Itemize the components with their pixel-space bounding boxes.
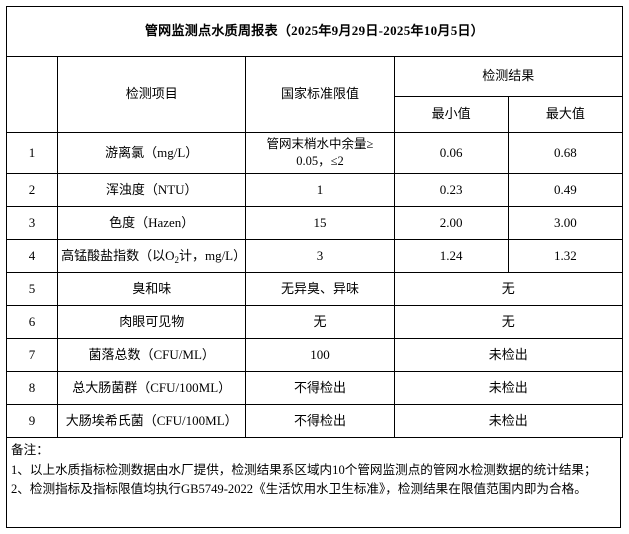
row-index: 9: [5, 404, 59, 438]
table-row: 2 浑浊度（NTU） 1 0.23 0.49: [5, 173, 624, 207]
row-standard-line2: 0.05，≤2: [296, 154, 344, 168]
row-index: 2: [5, 173, 59, 207]
row-standard: 无异臭、异味: [245, 272, 395, 306]
header-index: [5, 56, 59, 133]
row-standard: 不得检出: [245, 371, 395, 405]
row-item: 菌落总数（CFU/ML）: [57, 338, 247, 372]
header-row-primary: 检测项目 国家标准限值 检测结果: [5, 56, 624, 133]
table-row: 3 色度（Hazen） 15 2.00 3.00: [5, 206, 624, 240]
header-result-group: 检测结果: [393, 56, 624, 97]
row-result-min: 0.06: [393, 132, 509, 174]
row-standard: 3: [245, 239, 395, 273]
table-row: 7 菌落总数（CFU/ML） 100 未检出: [5, 338, 624, 372]
notes-section: 备注： 1、以上水质指标检测数据由水厂提供，检测结果系区域内10个管网监测点的管…: [6, 437, 621, 528]
row-standard-line1: 管网末梢水中余量≥: [266, 137, 374, 152]
header-result-min: 最小值: [393, 96, 509, 133]
row-result-max: 0.49: [507, 173, 624, 207]
row-standard: 不得检出: [245, 404, 395, 438]
row-result-min: 0.23: [393, 173, 509, 207]
row-item-prefix: 高锰酸盐指数（以O: [61, 247, 175, 263]
row-index: 7: [5, 338, 59, 372]
row-result-min: 1.24: [393, 239, 509, 273]
row-standard: 管网末梢水中余量≥ 0.05，≤2: [245, 132, 395, 174]
row-result-min: 2.00: [393, 206, 509, 240]
row-item-subscript: 2: [174, 254, 179, 265]
report-title: 管网监测点水质周报表（2025年9月29日-2025年10月5日）: [6, 6, 623, 57]
notes-heading: 备注：: [11, 443, 49, 457]
row-index: 5: [5, 272, 59, 306]
row-result-merged: 未检出: [393, 404, 624, 438]
row-standard: 100: [245, 338, 395, 372]
table-row: 6 肉眼可见物 无 无: [5, 305, 624, 339]
row-index: 1: [5, 132, 59, 174]
header-standard-limit: 国家标准限值: [245, 56, 395, 133]
row-result-max: 0.68: [507, 132, 624, 174]
table-row: 4 高锰酸盐指数（以O2计，mg/L） 3 1.24 1.32: [5, 239, 624, 273]
row-result-merged: 无: [393, 305, 624, 339]
row-item: 游离氯（mg/L）: [57, 132, 247, 174]
row-index: 3: [5, 206, 59, 240]
row-standard: 无: [245, 305, 395, 339]
row-result-max: 1.32: [507, 239, 624, 273]
row-result-merged: 无: [393, 272, 624, 306]
row-item: 臭和味: [57, 272, 247, 306]
table-row: 5 臭和味 无异臭、异味 无: [5, 272, 624, 306]
row-result-merged: 未检出: [393, 371, 624, 405]
water-quality-report-table: 管网监测点水质周报表（2025年9月29日-2025年10月5日） 检测项目 国…: [5, 6, 624, 438]
title-row: 管网监测点水质周报表（2025年9月29日-2025年10月5日）: [6, 6, 623, 57]
row-item: 肉眼可见物: [57, 305, 247, 339]
row-item: 大肠埃希氏菌（CFU/100ML）: [57, 404, 247, 438]
row-item: 浑浊度（NTU）: [57, 173, 247, 207]
row-index: 4: [5, 239, 59, 273]
row-result-merged: 未检出: [393, 338, 624, 372]
row-item: 色度（Hazen）: [57, 206, 247, 240]
row-standard: 1: [245, 173, 395, 207]
table-row: 1 游离氯（mg/L） 管网末梢水中余量≥ 0.05，≤2 0.06 0.68: [5, 132, 624, 174]
row-standard: 15: [245, 206, 395, 240]
notes-line-2: 2、检测指标及指标限值均执行GB5749-2022《生活饮用水卫生标准》，检测结…: [11, 482, 587, 497]
table-row: 9 大肠埃希氏菌（CFU/100ML） 不得检出 未检出: [5, 404, 624, 438]
row-item: 高锰酸盐指数（以O2计，mg/L）: [57, 239, 247, 273]
row-item: 总大肠菌群（CFU/100ML）: [57, 371, 247, 405]
row-result-max: 3.00: [507, 206, 624, 240]
header-result-max: 最大值: [507, 96, 624, 133]
header-item: 检测项目: [57, 56, 247, 133]
table-row: 8 总大肠菌群（CFU/100ML） 不得检出 未检出: [5, 371, 624, 405]
row-index: 8: [5, 371, 59, 405]
row-index: 6: [5, 305, 59, 339]
row-item-suffix: 计，mg/L）: [178, 247, 247, 263]
header-row-secondary: 最小值 最大值: [7, 96, 624, 133]
notes-line-1: 1、以上水质指标检测数据由水厂提供，检测结果系区域内10个管网监测点的管网水检测…: [11, 462, 597, 477]
